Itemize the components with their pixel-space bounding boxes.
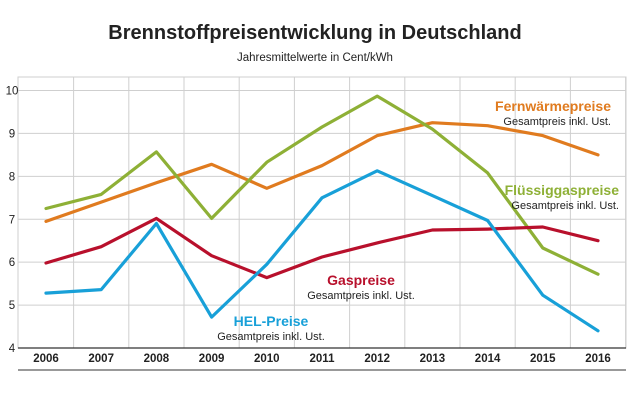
x-tick-label: 2010 xyxy=(254,353,280,365)
series-note-hel: Gesamtpreis inkl. Ust. xyxy=(217,331,325,343)
y-tick-label: 6 xyxy=(9,257,15,269)
x-tick-label: 2007 xyxy=(88,353,114,365)
x-tick-label: 2016 xyxy=(585,353,611,365)
y-tick-label: 7 xyxy=(9,214,15,226)
axis-layer: 4 5 6 7 8 9 10 2006 2007 2008 2009 2010 2011 2012 2013… xyxy=(6,86,626,371)
series-line-fernwaerme xyxy=(44,121,600,223)
x-tick-label: 2011 xyxy=(310,353,336,365)
x-tick-label: 2008 xyxy=(144,353,170,365)
x-tick-label: 2014 xyxy=(475,353,501,365)
series-labels: Fernwärmepreise Gesamtpreis inkl. Ust. Flü… xyxy=(217,98,619,343)
chart-subtitle: Jahresmittelwerte in Cent/kWh xyxy=(237,52,393,64)
grid-layer xyxy=(17,76,627,349)
x-tick-label: 2012 xyxy=(364,353,390,365)
y-tick-label: 10 xyxy=(6,86,19,98)
y-tick-label: 5 xyxy=(9,300,15,312)
series-note-fluessiggas: Gesamtpreis inkl. Ust. xyxy=(511,200,619,212)
x-tick-label: 2009 xyxy=(199,353,225,365)
y-tick-label: 4 xyxy=(9,343,16,355)
x-tick-label: 2006 xyxy=(33,353,59,365)
x-tick-label: 2013 xyxy=(420,353,446,365)
series-note-gas: Gesamtpreis inkl. Ust. xyxy=(307,290,415,302)
y-tick-label: 8 xyxy=(9,171,15,183)
series-line-gas xyxy=(44,216,600,280)
series-note-fernwaerme: Gesamtpreis inkl. Ust. xyxy=(503,116,611,128)
series-line-fluessiggas xyxy=(44,94,600,276)
y-tick-label: 9 xyxy=(9,128,15,140)
x-tick-label: 2015 xyxy=(530,353,556,365)
series-label-fernwaerme: Fernwärmepreise xyxy=(495,98,611,114)
series-label-gas: Gaspreise xyxy=(327,272,395,288)
series-layer xyxy=(44,94,600,333)
series-line-hel xyxy=(44,169,600,333)
series-label-hel: HEL-Preise xyxy=(234,313,309,329)
chart-title: Brennstoffpreisentwicklung in Deutschlan… xyxy=(108,22,521,44)
series-label-fluessiggas: Flüssiggaspreise xyxy=(505,182,620,198)
